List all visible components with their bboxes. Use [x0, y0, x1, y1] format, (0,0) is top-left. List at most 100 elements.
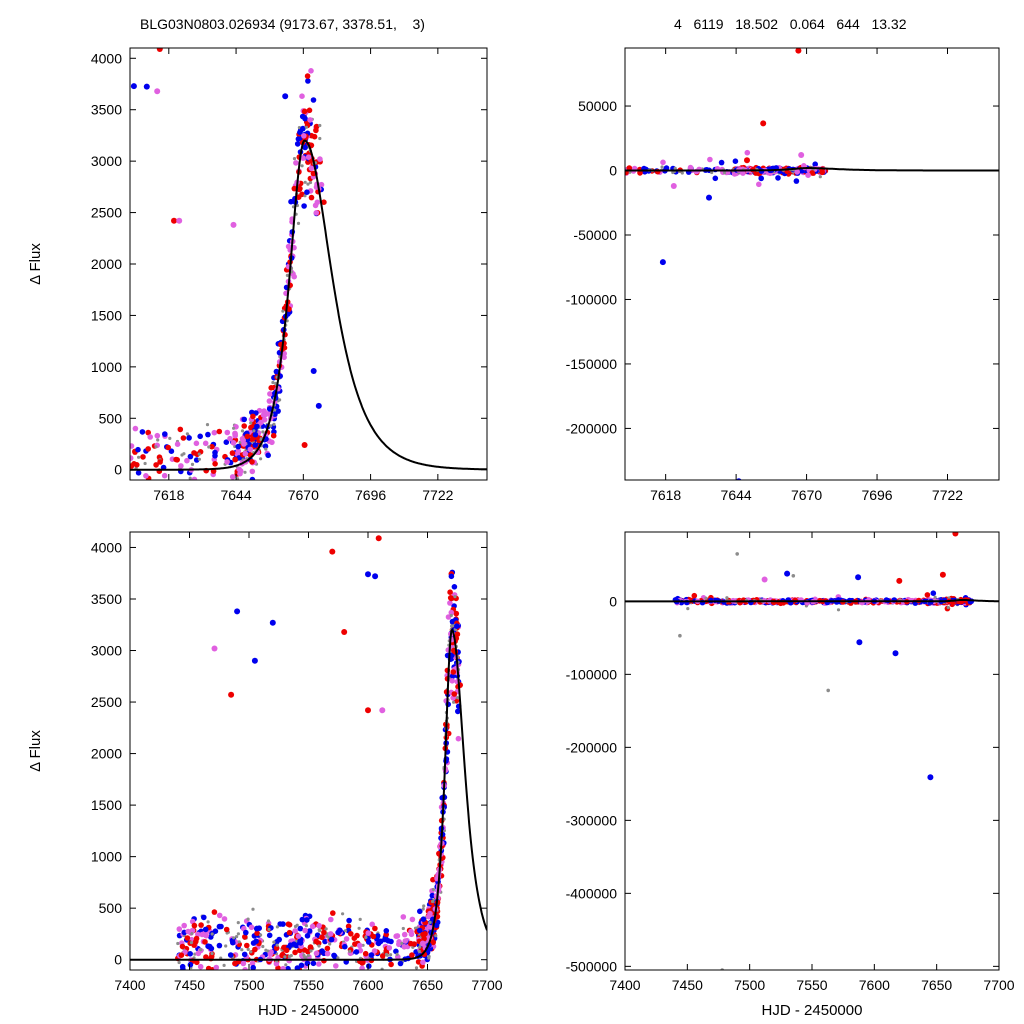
data-point — [235, 935, 239, 939]
data-point — [448, 573, 455, 580]
data-point — [288, 198, 294, 205]
data-point — [292, 928, 299, 934]
data-point — [356, 942, 363, 949]
data-point — [223, 439, 230, 446]
data-point — [168, 448, 175, 455]
header-right-parameters: 4 6119 18.502 0.064 644 13.32 — [674, 16, 907, 32]
data-point — [812, 161, 818, 167]
y-tick-label: -200000 — [566, 739, 618, 755]
data-point — [930, 590, 937, 596]
data-point — [241, 951, 248, 958]
y-tick-label: 1000 — [91, 359, 122, 375]
plot-frame — [624, 47, 1000, 481]
data-point — [450, 669, 457, 675]
data-point — [321, 929, 327, 936]
data-point — [275, 943, 279, 947]
data-point — [385, 938, 392, 944]
data-point — [273, 368, 280, 375]
data-point — [429, 892, 436, 899]
data-point — [244, 433, 251, 440]
data-point — [775, 175, 781, 181]
data-point — [286, 929, 293, 936]
data-point — [284, 963, 288, 967]
y-tick-label: 2500 — [91, 205, 122, 221]
data-point — [240, 948, 244, 952]
x-tick-label: 7400 — [114, 977, 145, 993]
data-point — [249, 468, 256, 475]
y-tick-label: 4000 — [91, 50, 122, 66]
data-point — [454, 631, 461, 637]
y-tick-label: -400000 — [566, 885, 618, 901]
data-layer — [625, 532, 999, 970]
data-point — [259, 457, 263, 461]
data-point — [281, 309, 285, 313]
data-point — [306, 953, 311, 958]
data-point — [297, 129, 303, 136]
data-point — [135, 446, 141, 453]
data-point — [379, 953, 386, 959]
data-point — [397, 960, 404, 967]
data-point — [180, 435, 187, 441]
data-point — [301, 133, 307, 139]
y-tick-label: 3500 — [91, 591, 122, 607]
data-point — [227, 952, 234, 958]
data-point — [266, 932, 273, 939]
data-point — [294, 141, 301, 147]
data-point — [451, 584, 458, 590]
data-point — [409, 952, 415, 958]
data-point — [451, 691, 458, 697]
outlier-point — [952, 532, 959, 537]
data-point — [341, 912, 345, 916]
outlier-point — [301, 442, 308, 448]
data-point — [673, 166, 677, 170]
data-point — [400, 914, 407, 920]
data-point — [156, 438, 160, 442]
data-point — [342, 943, 348, 950]
data-point — [393, 948, 399, 955]
outlier-point — [761, 576, 768, 583]
data-point — [241, 441, 247, 447]
y-tick-label: 2000 — [91, 256, 122, 272]
data-point — [310, 960, 317, 967]
data-point — [328, 942, 332, 946]
data-point — [383, 928, 390, 934]
data-point — [299, 916, 306, 923]
data-point — [185, 928, 191, 935]
data-point — [258, 419, 264, 426]
data-point — [285, 965, 291, 970]
data-point — [213, 964, 220, 970]
x-tick-label: 7500 — [233, 977, 264, 993]
x-tick-label: 7650 — [921, 977, 952, 993]
data-point — [401, 926, 405, 931]
data-point — [266, 919, 271, 923]
data-point — [343, 936, 350, 942]
outlier-point — [379, 707, 386, 714]
y-tick-label: 3000 — [91, 153, 122, 169]
data-point — [237, 468, 244, 474]
data-point — [304, 924, 308, 928]
data-point — [199, 948, 203, 952]
data-point — [447, 600, 453, 606]
data-point — [345, 923, 352, 930]
data-point — [240, 960, 247, 967]
outlier-point — [130, 83, 137, 90]
data-point — [306, 928, 313, 934]
data-point — [430, 876, 436, 883]
data-point — [249, 960, 256, 967]
data-point — [302, 144, 308, 151]
x-tick-label: 7600 — [859, 977, 890, 993]
data-point — [316, 922, 322, 929]
data-point — [143, 461, 147, 466]
data-point — [293, 160, 299, 166]
outlier-point — [282, 93, 289, 100]
data-point — [307, 944, 314, 950]
data-point — [189, 927, 196, 934]
y-tick-label: 0 — [609, 163, 617, 179]
data-point — [449, 678, 456, 684]
data-point — [193, 935, 200, 942]
data-point — [130, 455, 134, 461]
data-point — [145, 429, 151, 436]
outlier-point — [744, 157, 750, 164]
data-point — [199, 931, 205, 938]
data-point — [205, 423, 210, 427]
